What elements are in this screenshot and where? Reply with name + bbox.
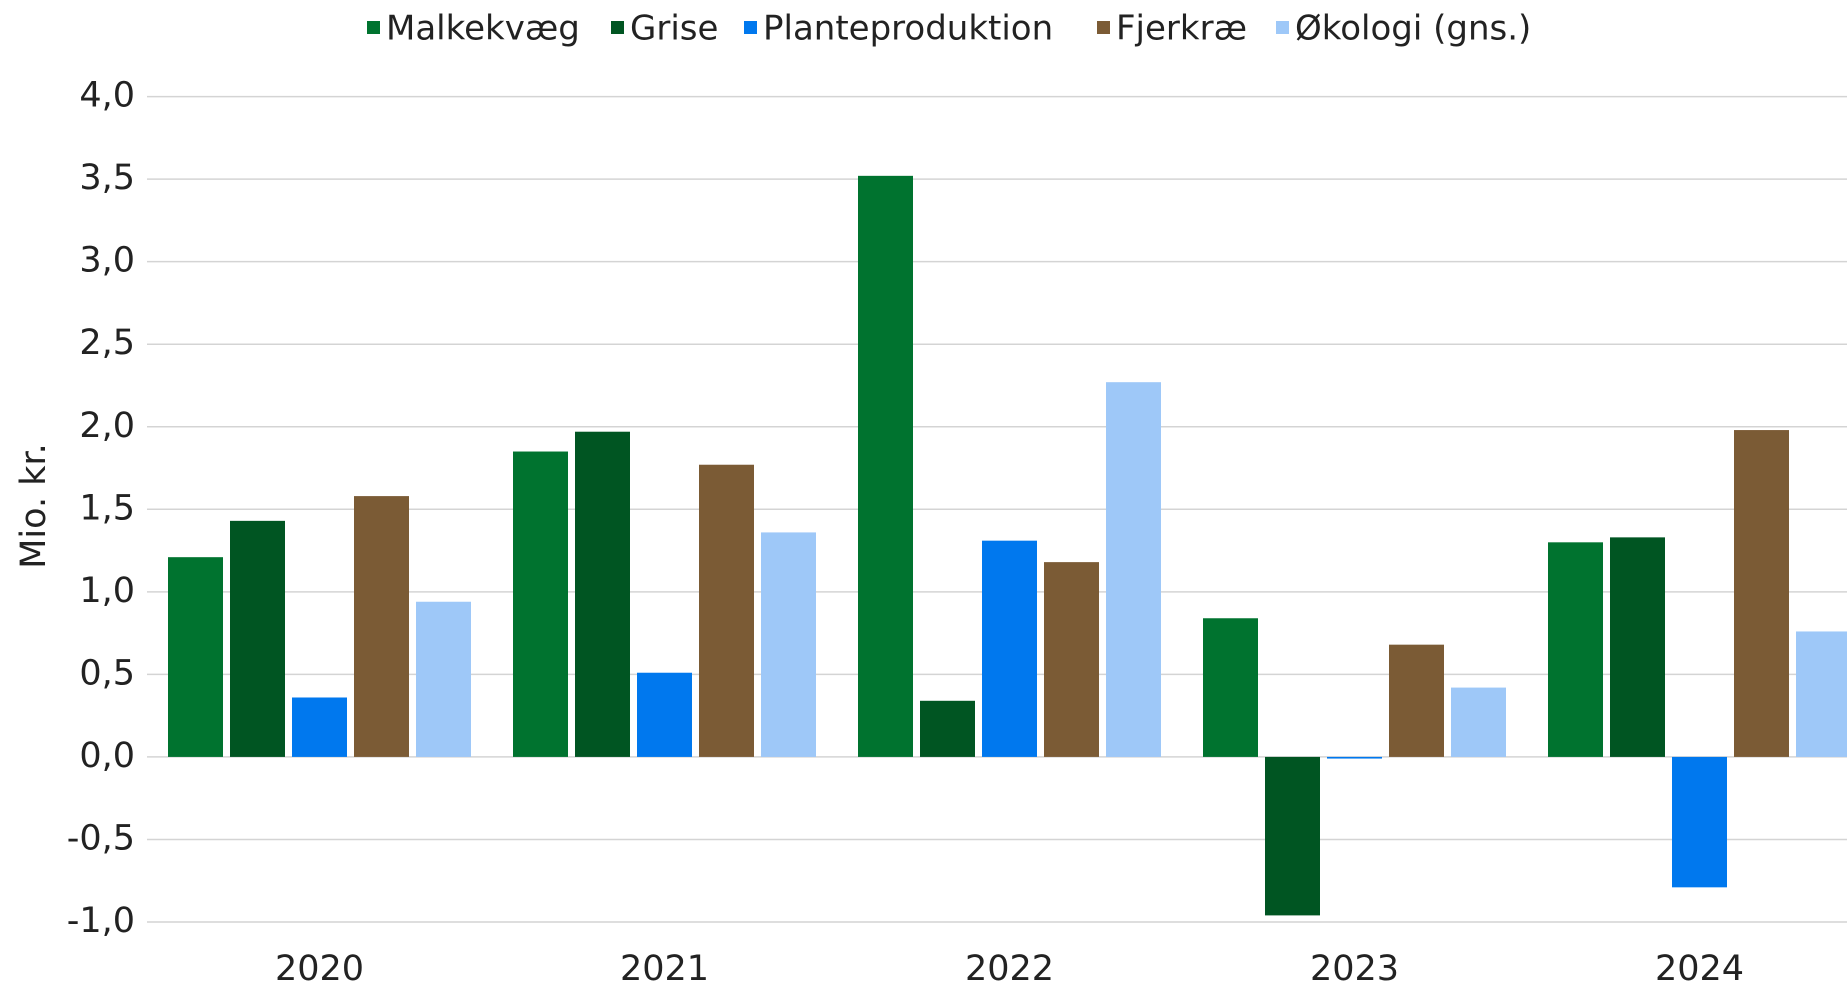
bar [1265,756,1320,916]
y-axis-label: Mio. kr. [14,443,54,569]
legend-swatch [1097,21,1110,34]
legend-swatch [1276,21,1289,34]
bar [1327,756,1382,759]
bar [575,431,630,757]
legend-swatch [367,21,380,34]
legend-label: Planteproduktion [763,9,1053,49]
y-tick-label: 2,5 [79,323,135,363]
bar [416,601,471,757]
y-tick-label: 1,5 [79,488,135,528]
y-tick-label: 4,0 [79,76,135,116]
bar [1672,756,1727,888]
bar [168,557,223,757]
x-tick-label: 2024 [1655,949,1744,987]
legend-label: Malkekvæg [386,9,580,49]
legend-label: Grise [630,9,718,49]
bar [982,540,1037,757]
y-tick-label: -1,0 [67,901,135,941]
bar [1389,644,1444,757]
bar [1796,631,1847,757]
bar [1734,430,1789,757]
legend-label: Økologi (gns.) [1295,9,1531,49]
bar [1610,537,1665,757]
legend-label: Fjerkræ [1116,9,1247,49]
bar [761,532,816,757]
bar [1203,618,1258,757]
x-tick-label: 2021 [620,949,709,987]
bar [920,700,975,757]
y-tick-label: 1,0 [79,571,135,611]
bar [637,672,692,757]
bar [858,175,913,757]
y-tick-label: 3,0 [79,241,135,281]
bar [230,520,285,757]
legend-swatch [744,21,757,34]
bar [292,697,347,757]
legend-swatch [611,21,624,34]
x-tick-label: 2020 [275,949,364,987]
bar [513,451,568,757]
bar [699,464,754,757]
bar [1106,382,1161,757]
y-tick-label: 0,0 [79,736,135,776]
bar [1451,687,1506,757]
bar [354,496,409,757]
x-tick-label: 2022 [965,949,1054,987]
y-tick-label: -0,5 [67,818,135,858]
bar [1548,542,1603,757]
x-tick-label: 2023 [1310,949,1399,987]
y-tick-label: 3,5 [79,158,135,198]
y-tick-label: 0,5 [79,653,135,693]
bar [1044,562,1099,757]
y-tick-label: 2,0 [79,406,135,446]
